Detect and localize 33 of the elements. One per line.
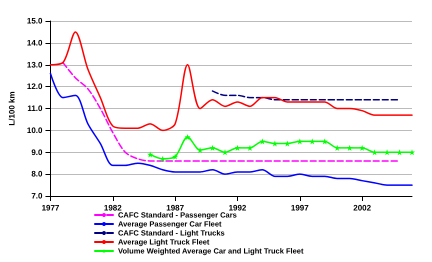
x-tick-label: 1992 <box>228 204 247 212</box>
line-series <box>50 31 413 132</box>
point <box>346 144 353 151</box>
y-tick-label: 15.0 <box>26 16 44 26</box>
y-tick-label: 14.0 <box>26 38 44 48</box>
point <box>234 144 240 151</box>
y-tick-label: 7.0 <box>31 192 44 200</box>
point <box>359 144 366 151</box>
point <box>334 144 340 151</box>
x-tick-label: 2002 <box>353 204 372 212</box>
y-tick-label: 12.0 <box>26 82 44 92</box>
line-series <box>212 90 400 100</box>
y-tick-label: 8.0 <box>31 170 44 179</box>
x-tick-label: 1982 <box>104 204 122 212</box>
x-tick-label: 1977 <box>42 204 60 212</box>
point <box>259 138 266 144</box>
point <box>184 134 191 140</box>
point <box>172 154 178 160</box>
line-series <box>50 72 413 186</box>
x-tick-label: 1997 <box>290 204 310 212</box>
point <box>322 138 328 144</box>
y-tick-label: 9.0 <box>31 148 44 157</box>
point <box>147 151 154 158</box>
point <box>210 144 216 151</box>
line-series <box>62 62 400 162</box>
y-axis-title: L/100 km <box>8 91 16 126</box>
point <box>296 138 303 144</box>
x-tick-label: 1987 <box>166 204 185 212</box>
point <box>246 144 253 151</box>
y-tick-label: 11.0 <box>27 104 44 113</box>
y-tick-label: 13.0 <box>26 60 44 70</box>
y-tick-label: 10.0 <box>26 126 44 135</box>
point <box>309 138 316 144</box>
